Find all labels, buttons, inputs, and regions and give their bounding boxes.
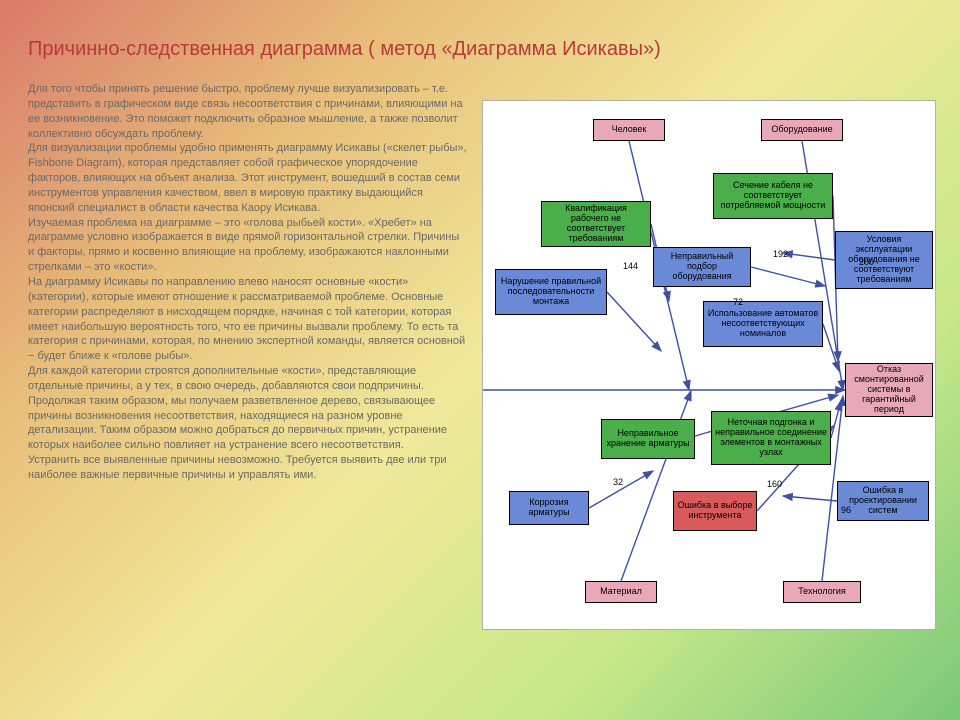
node-r1: Ошибка в выборе инструмента (673, 491, 757, 531)
node-c4: Технология (783, 581, 861, 603)
node-c1: Человек (593, 119, 665, 141)
node-b1: Нарушение правильной последовательности … (495, 269, 607, 315)
node-g2: Сечение кабеля не соответствует потребля… (713, 173, 833, 219)
node-b4: Использование автоматов несоответствующи… (703, 301, 823, 347)
edge-label-6: 96 (841, 505, 851, 515)
page-title: Причинно-следственная диаграмма ( метод … (28, 38, 661, 61)
node-b6: Ошибка в проектировании систем (837, 481, 929, 521)
edge-label-1: 192 (773, 249, 788, 259)
node-head: Отказ смонтированной системы в гарантийн… (845, 363, 933, 417)
edge-label-5: 160 (767, 479, 782, 489)
edge-label-0: 144 (623, 261, 638, 271)
edge-label-4: 32 (613, 477, 623, 487)
node-b5: Коррозия арматуры (509, 491, 589, 525)
node-b3: Условия эксплуатации оборудования не соо… (835, 231, 933, 289)
body-text: Для того чтобы принять решение быстро, п… (28, 82, 468, 483)
edge-label-3: 72 (733, 297, 743, 307)
edge-label-2: 200 (859, 257, 874, 267)
node-g3: Неправильное хранение арматуры (601, 419, 695, 459)
node-c2: Оборудование (761, 119, 843, 141)
node-c3: Материал (585, 581, 657, 603)
fishbone-diagram: Человек Оборудование Квалификация рабочего… (482, 100, 936, 630)
node-g4: Неточная подгонка и неправильное соедине… (711, 411, 831, 465)
node-g1: Квалификация рабочего не соответствует т… (541, 201, 651, 247)
node-b2: Неправильный подбор оборудования (653, 247, 751, 287)
